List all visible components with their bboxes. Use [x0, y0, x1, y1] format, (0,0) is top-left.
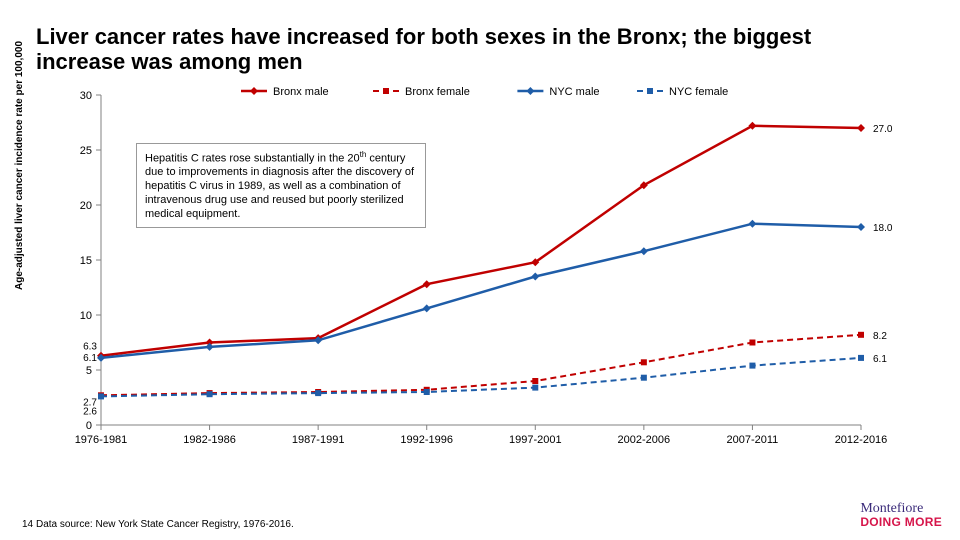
svg-text:NYC male: NYC male — [549, 86, 599, 98]
svg-text:18.0: 18.0 — [873, 223, 893, 234]
svg-text:1982-1986: 1982-1986 — [183, 434, 236, 446]
chart-container: 0 5 10 15 20 25 30 1976-1981 1982-1986 1987-1991 1… — [36, 85, 916, 465]
logo-bottom: DOING MORE — [860, 516, 942, 528]
line-chart: 0 5 10 15 20 25 30 1976-1981 1982-1986 1987-1991 1… — [36, 85, 916, 465]
page-number: 14 — [22, 519, 33, 530]
svg-text:2012-2016: 2012-2016 — [835, 434, 888, 446]
svg-text:6.1: 6.1 — [83, 353, 97, 364]
page-title: Liver cancer rates have increased for bo… — [36, 24, 906, 75]
svg-text:20: 20 — [80, 200, 92, 212]
footnote: Data source: New York State Cancer Regis… — [36, 519, 294, 530]
svg-text:Bronx female: Bronx female — [405, 86, 470, 98]
y-axis-label: Age-adjusted liver cancer incidence rate… — [14, 41, 25, 290]
svg-text:2007-2011: 2007-2011 — [727, 434, 779, 446]
svg-text:0: 0 — [86, 420, 92, 432]
logo-top: Montefiore — [860, 502, 942, 516]
svg-text:6.1: 6.1 — [873, 354, 887, 365]
logo: Montefiore DOING MORE — [860, 502, 942, 528]
svg-text:10: 10 — [80, 310, 92, 322]
annotation-box: Hepatitis C rates rose substantially in … — [136, 143, 426, 228]
svg-text:1992-1996: 1992-1996 — [400, 434, 453, 446]
svg-text:Bronx male: Bronx male — [273, 86, 329, 98]
svg-text:1987-1991: 1987-1991 — [292, 434, 345, 446]
svg-text:1976-1981: 1976-1981 — [75, 434, 128, 446]
svg-text:2002-2006: 2002-2006 — [618, 434, 671, 446]
svg-text:30: 30 — [80, 90, 92, 102]
svg-text:5: 5 — [86, 365, 92, 377]
svg-text:27.0: 27.0 — [873, 124, 893, 135]
svg-text:25: 25 — [80, 145, 92, 157]
svg-text:2.6: 2.6 — [83, 406, 97, 417]
svg-text:1997-2001: 1997-2001 — [509, 434, 562, 446]
svg-text:15: 15 — [80, 255, 92, 267]
svg-text:NYC female: NYC female — [669, 86, 728, 98]
svg-text:6.3: 6.3 — [83, 342, 97, 353]
svg-text:8.2: 8.2 — [873, 331, 887, 342]
